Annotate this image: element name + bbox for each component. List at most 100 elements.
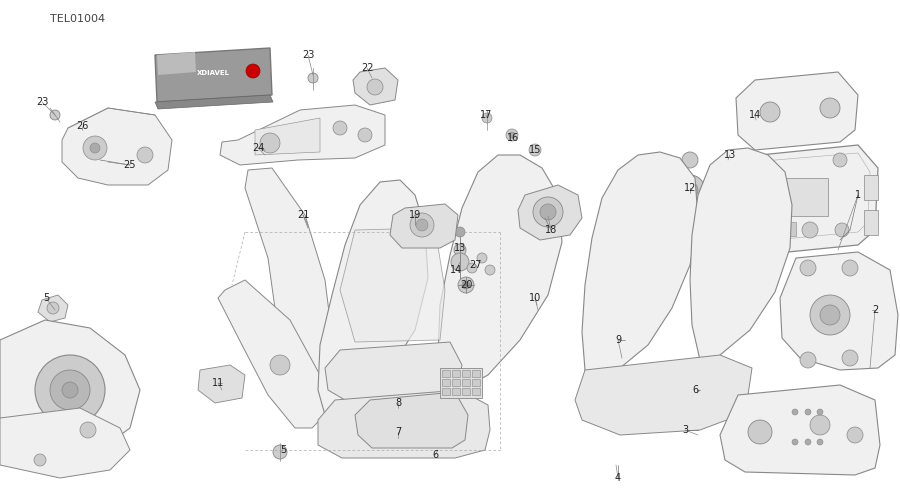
Polygon shape [255, 118, 320, 155]
Circle shape [137, 147, 153, 163]
Circle shape [246, 64, 260, 78]
Polygon shape [198, 365, 245, 403]
Polygon shape [518, 185, 582, 240]
Bar [442, 370, 450, 377]
Polygon shape [155, 48, 272, 102]
Circle shape [529, 144, 541, 156]
Circle shape [80, 422, 96, 438]
Polygon shape [325, 342, 462, 400]
Circle shape [805, 409, 811, 415]
Polygon shape [245, 168, 335, 415]
Circle shape [367, 79, 383, 95]
Circle shape [509, 132, 515, 138]
Text: 8: 8 [395, 398, 401, 408]
Text: 19: 19 [409, 210, 421, 220]
Circle shape [805, 439, 811, 445]
Text: 10: 10 [529, 293, 541, 303]
Polygon shape [157, 52, 196, 75]
Circle shape [842, 260, 858, 276]
Text: 2: 2 [872, 305, 878, 315]
Text: 22: 22 [361, 63, 374, 73]
Polygon shape [38, 295, 68, 322]
Circle shape [90, 143, 100, 153]
Circle shape [820, 98, 840, 118]
Circle shape [533, 197, 563, 227]
Polygon shape [720, 385, 880, 475]
Text: 25: 25 [124, 160, 136, 170]
Circle shape [682, 182, 698, 198]
Bar [440, 368, 482, 398]
Text: 24: 24 [252, 143, 265, 153]
Text: 5: 5 [43, 293, 50, 303]
Circle shape [455, 227, 465, 237]
Text: 14: 14 [749, 110, 761, 120]
Polygon shape [690, 148, 792, 375]
Circle shape [842, 350, 858, 366]
Text: XDIAVEL: XDIAVEL [196, 70, 230, 76]
Bar [462, 370, 470, 377]
Circle shape [308, 73, 318, 83]
Circle shape [792, 439, 798, 445]
Circle shape [810, 295, 850, 335]
Polygon shape [318, 180, 428, 415]
Circle shape [800, 352, 816, 368]
Polygon shape [218, 280, 325, 428]
Text: 14: 14 [450, 265, 462, 275]
Polygon shape [736, 72, 858, 150]
Bar [462, 388, 470, 395]
Text: 13: 13 [454, 243, 466, 253]
Circle shape [410, 213, 434, 237]
Circle shape [693, 386, 701, 394]
Text: 11: 11 [212, 378, 224, 388]
Text: 4: 4 [615, 473, 621, 483]
Circle shape [753, 231, 767, 245]
Circle shape [50, 370, 90, 410]
Text: 21: 21 [297, 210, 310, 220]
Bar [768, 222, 796, 236]
Bar [472, 379, 480, 386]
Text: 23: 23 [36, 97, 49, 107]
Circle shape [835, 223, 849, 237]
Circle shape [477, 253, 487, 263]
Text: 26: 26 [76, 121, 88, 131]
Text: 3: 3 [682, 425, 688, 435]
Circle shape [47, 302, 59, 314]
Polygon shape [155, 95, 273, 109]
Bar [864, 210, 878, 235]
Circle shape [467, 263, 477, 273]
Circle shape [748, 420, 772, 444]
Circle shape [810, 415, 830, 435]
Bar [452, 388, 460, 395]
Polygon shape [575, 355, 752, 435]
Circle shape [485, 265, 495, 275]
Polygon shape [438, 155, 562, 405]
Circle shape [34, 454, 46, 466]
Circle shape [506, 129, 518, 141]
Circle shape [760, 102, 780, 122]
Bar [768, 178, 828, 216]
Circle shape [802, 222, 818, 238]
Text: TEL01004: TEL01004 [50, 14, 105, 24]
Circle shape [416, 219, 428, 231]
Circle shape [817, 439, 823, 445]
Circle shape [800, 260, 816, 276]
Circle shape [847, 427, 863, 443]
Bar [452, 379, 460, 386]
Polygon shape [318, 390, 490, 458]
Text: 17: 17 [480, 110, 492, 120]
Text: 27: 27 [469, 260, 482, 270]
Circle shape [458, 277, 474, 293]
Bar [864, 175, 878, 200]
Bar [472, 370, 480, 377]
Circle shape [333, 121, 347, 135]
Circle shape [750, 108, 764, 122]
Text: 23: 23 [302, 50, 314, 60]
Polygon shape [0, 320, 140, 458]
Text: 20: 20 [460, 280, 473, 290]
Circle shape [83, 136, 107, 160]
Circle shape [273, 445, 287, 459]
Circle shape [35, 355, 105, 425]
Polygon shape [340, 228, 445, 342]
Circle shape [540, 204, 556, 220]
Bar [472, 388, 480, 395]
